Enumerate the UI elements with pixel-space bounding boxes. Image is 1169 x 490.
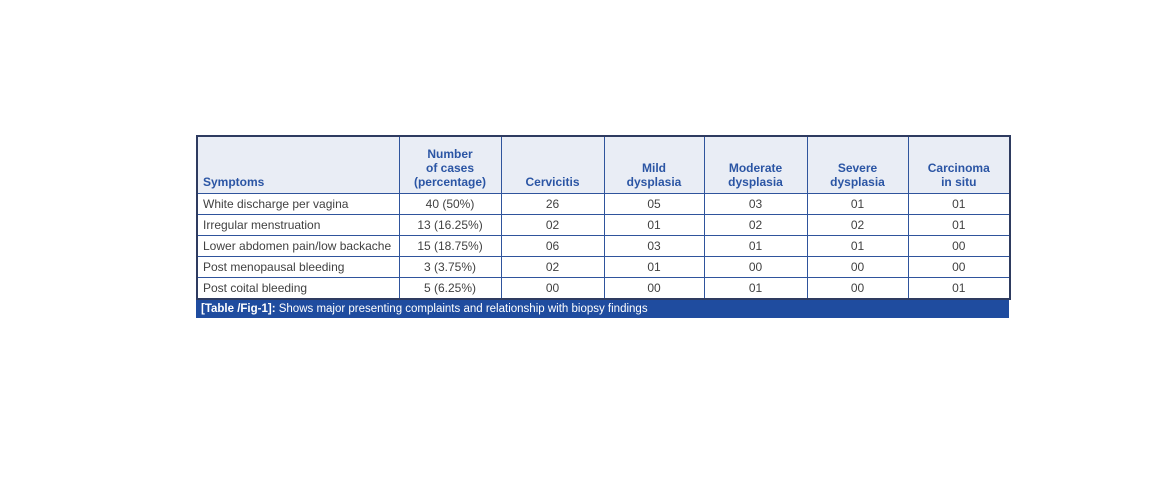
value-cell: 00 <box>500 277 605 300</box>
symptom-cell: Irregular menstruation <box>196 214 400 236</box>
header-line: of cases <box>425 161 475 175</box>
table-row: White discharge per vagina 40 (50%) 26 0… <box>196 193 1011 215</box>
header-line: dysplasia <box>626 175 682 189</box>
symptom-cell: Post coital bleeding <box>196 277 400 300</box>
value-cell: 26 <box>500 193 605 215</box>
value-cell: 02 <box>500 256 605 278</box>
value-cell: 01 <box>907 277 1011 300</box>
value-cell: 00 <box>806 277 909 300</box>
value-cell: 00 <box>703 256 808 278</box>
value-cell: 00 <box>907 235 1011 257</box>
header-line: dysplasia <box>728 175 783 189</box>
symptom-cell: White discharge per vagina <box>196 193 400 215</box>
table-row: Post coital bleeding 5 (6.25%) 00 00 01 … <box>196 277 1011 300</box>
header-line: dysplasia <box>830 175 885 189</box>
column-header-carcinoma-in-situ: Carcinoma in situ <box>907 135 1011 194</box>
value-cell: 01 <box>703 235 808 257</box>
value-cell: 01 <box>603 256 705 278</box>
caption-text: Shows major presenting complaints and re… <box>275 303 648 315</box>
value-cell: 02 <box>703 214 808 236</box>
value-cell: 3 (3.75%) <box>398 256 502 278</box>
value-cell: 5 (6.25%) <box>398 277 502 300</box>
symptom-cell: Lower abdomen pain/low backache <box>196 235 400 257</box>
header-line: Mild <box>642 161 666 175</box>
value-cell: 00 <box>603 277 705 300</box>
value-cell: 05 <box>603 193 705 215</box>
value-cell: 03 <box>703 193 808 215</box>
header-line: Moderate <box>728 161 783 175</box>
value-cell: 00 <box>907 256 1011 278</box>
value-cell: 01 <box>806 193 909 215</box>
table-figure: Symptoms Number of cases (percentage) Ce… <box>196 135 1011 318</box>
header-line: Cervicitis <box>525 175 580 189</box>
table-row: Irregular menstruation 13 (16.25%) 02 01… <box>196 214 1011 236</box>
value-cell: 01 <box>907 193 1011 215</box>
table-row: Post menopausal bleeding 3 (3.75%) 02 01… <box>196 256 1011 278</box>
column-header-moderate-dysplasia: Moderate dysplasia <box>703 135 808 194</box>
header-line: Carcinoma <box>927 161 990 175</box>
value-cell: 02 <box>500 214 605 236</box>
column-header-cervicitis: Cervicitis <box>500 135 605 194</box>
value-cell: 01 <box>703 277 808 300</box>
header-line: in situ <box>941 175 977 189</box>
value-cell: 01 <box>907 214 1011 236</box>
column-header-severe-dysplasia: Severe dysplasia <box>806 135 909 194</box>
value-cell: 06 <box>500 235 605 257</box>
value-cell: 40 (50%) <box>398 193 502 215</box>
table-caption: [Table /Fig-1]: Shows major presenting c… <box>196 300 1009 318</box>
caption-label: [Table /Fig-1]: <box>201 303 276 315</box>
value-cell: 02 <box>806 214 909 236</box>
header-line: Severe <box>837 161 878 175</box>
value-cell: 03 <box>603 235 705 257</box>
value-cell: 13 (16.25%) <box>398 214 502 236</box>
header-line: (percentage) <box>413 175 487 189</box>
header-line: Number <box>427 147 473 161</box>
header-row: Symptoms Number of cases (percentage) Ce… <box>196 135 1011 194</box>
column-header-symptoms: Symptoms <box>196 135 400 194</box>
value-cell: 00 <box>806 256 909 278</box>
column-header-mild-dysplasia: Mild dysplasia <box>603 135 705 194</box>
symptom-cell: Post menopausal bleeding <box>196 256 400 278</box>
value-cell: 01 <box>806 235 909 257</box>
results-table: Symptoms Number of cases (percentage) Ce… <box>196 135 1011 300</box>
column-header-number-of-cases: Number of cases (percentage) <box>398 135 502 194</box>
header-line: Symptoms <box>203 175 265 189</box>
value-cell: 15 (18.75%) <box>398 235 502 257</box>
table-row: Lower abdomen pain/low backache 15 (18.7… <box>196 235 1011 257</box>
value-cell: 01 <box>603 214 705 236</box>
